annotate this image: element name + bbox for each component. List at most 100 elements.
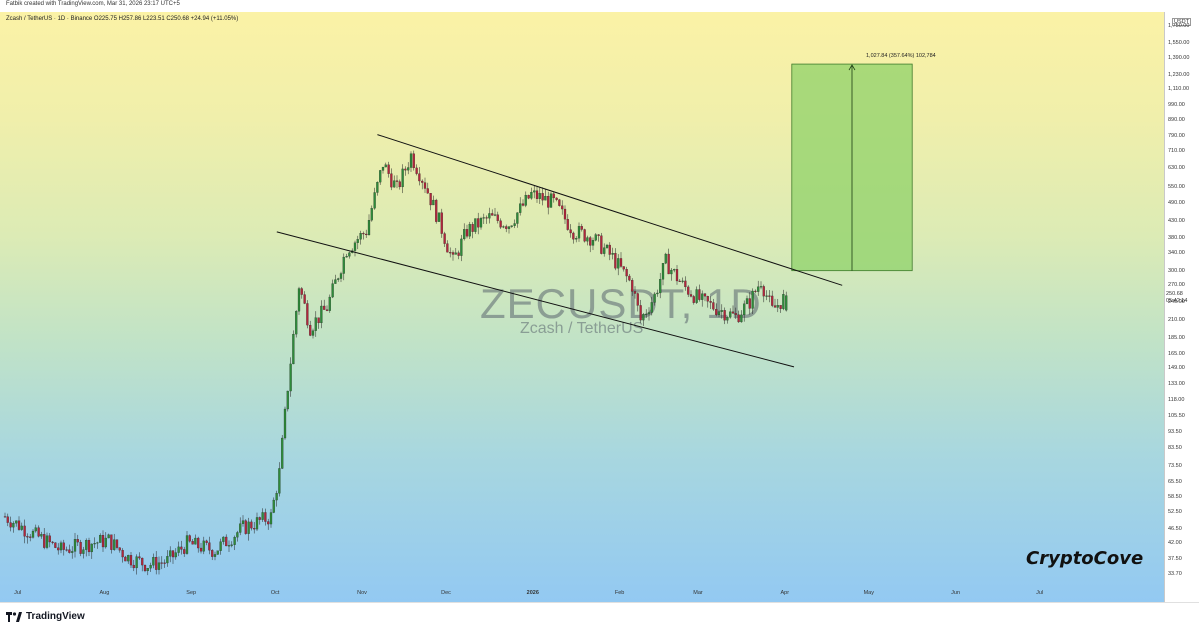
candle-body <box>71 551 74 553</box>
candle-body <box>715 309 718 315</box>
candle-body <box>320 305 323 324</box>
candle-body <box>188 535 191 542</box>
candle-body <box>656 292 659 295</box>
candle-body <box>426 188 429 194</box>
candle-body <box>530 191 533 199</box>
candle-body <box>639 305 642 321</box>
time-axis[interactable]: Jul Aug Sep Oct Nov Dec 2026 Feb Mar Apr May Jun Jul <box>0 586 1164 602</box>
candle-body <box>166 556 169 564</box>
price-tick: 380.00 <box>1168 234 1185 241</box>
candle-body <box>57 547 60 551</box>
candle-body <box>768 295 771 297</box>
candle-body <box>222 536 225 542</box>
candle-body <box>706 296 709 302</box>
candle-body <box>239 523 242 533</box>
candle-body <box>171 550 175 558</box>
candle-body <box>384 164 387 168</box>
candle-body <box>191 541 194 545</box>
candle-body <box>160 562 163 564</box>
candle-body <box>513 223 516 226</box>
price-tick: 1,110.00 <box>1168 86 1190 93</box>
candle-body <box>143 564 147 572</box>
channel-upper-line <box>377 134 843 286</box>
candle-body <box>591 240 595 246</box>
candle-body <box>566 219 569 230</box>
candle-body <box>381 166 385 171</box>
price-tick: 52.50 <box>1168 509 1182 516</box>
candle-body <box>169 550 172 557</box>
candle-body <box>253 528 256 530</box>
candle-body <box>337 278 340 280</box>
candle-body <box>101 535 105 548</box>
candle-body <box>614 253 617 269</box>
candle-body <box>449 252 452 254</box>
candle-body <box>689 294 693 297</box>
candle-body <box>90 543 93 553</box>
candle-body <box>353 242 357 251</box>
price-tick: 65.50 <box>1168 478 1182 485</box>
candle-body <box>241 520 245 524</box>
candle-body <box>297 288 301 312</box>
candle-body <box>390 173 393 188</box>
symbol-info[interactable]: Zcash / TetherUS · 1D · Binance O225.75 … <box>6 16 239 22</box>
candle-body <box>289 363 292 392</box>
candle-body <box>762 286 765 297</box>
price-plot[interactable] <box>0 12 1164 602</box>
candle-body <box>31 530 35 538</box>
candle-body <box>401 168 404 188</box>
candle-body <box>40 534 43 537</box>
candle-body <box>535 190 539 199</box>
candle-body <box>29 536 32 538</box>
candle-body <box>521 203 525 206</box>
candle-body <box>300 288 303 295</box>
candle-body <box>499 220 502 228</box>
candle-body <box>729 311 732 318</box>
candle-body <box>258 517 261 520</box>
candle-body <box>533 190 536 193</box>
candle-body <box>572 232 575 240</box>
chart-pane[interactable]: Zcash / TetherUS · 1D · Binance O225.75 … <box>0 12 1164 602</box>
candle-body <box>507 226 511 229</box>
candle-body <box>34 527 37 532</box>
time-tick: Mar <box>693 590 703 596</box>
candle-body <box>611 253 614 255</box>
candle-body <box>267 521 270 525</box>
candle-body <box>407 167 410 171</box>
candle-body <box>603 247 606 254</box>
footer: TradingView <box>0 602 1199 630</box>
price-tick: 630.00 <box>1168 164 1185 171</box>
candle-body <box>272 499 275 513</box>
candle-body <box>59 542 63 551</box>
current-price-badge: 250.68 05:42:14 <box>1166 291 1187 305</box>
candle-body <box>776 305 779 308</box>
candle-body <box>597 234 600 236</box>
price-tick: 93.50 <box>1168 429 1182 436</box>
price-tick: 430.00 <box>1168 217 1185 224</box>
candle-body <box>286 390 289 410</box>
candle-body <box>227 545 231 547</box>
candle-body <box>107 534 110 539</box>
price-axis[interactable]: USDT 1,750.00 1,550.00 1,390.00 1,230.00 1,1… <box>1164 12 1199 602</box>
candle-body <box>751 290 754 309</box>
candle-body <box>465 229 469 237</box>
candle-body <box>269 512 273 525</box>
price-tick: 83.50 <box>1168 445 1182 452</box>
candle-body <box>667 253 670 275</box>
candle-body <box>653 293 656 303</box>
tradingview-logo[interactable]: TradingView <box>6 611 85 622</box>
candle-body <box>255 517 259 530</box>
candle-body <box>443 233 446 244</box>
candle-body <box>51 541 54 543</box>
candle-body <box>283 408 287 439</box>
candle-body <box>594 234 597 241</box>
candle-body <box>118 547 121 551</box>
time-tick: 2026 <box>526 590 539 596</box>
candle-body <box>491 213 494 216</box>
price-tick: 46.50 <box>1168 526 1182 533</box>
candle-body <box>418 173 421 182</box>
candle-body <box>765 295 768 297</box>
candle-body <box>575 238 578 240</box>
candle-body <box>482 217 485 219</box>
time-tick: Oct <box>270 590 280 596</box>
candle-body <box>617 258 620 269</box>
